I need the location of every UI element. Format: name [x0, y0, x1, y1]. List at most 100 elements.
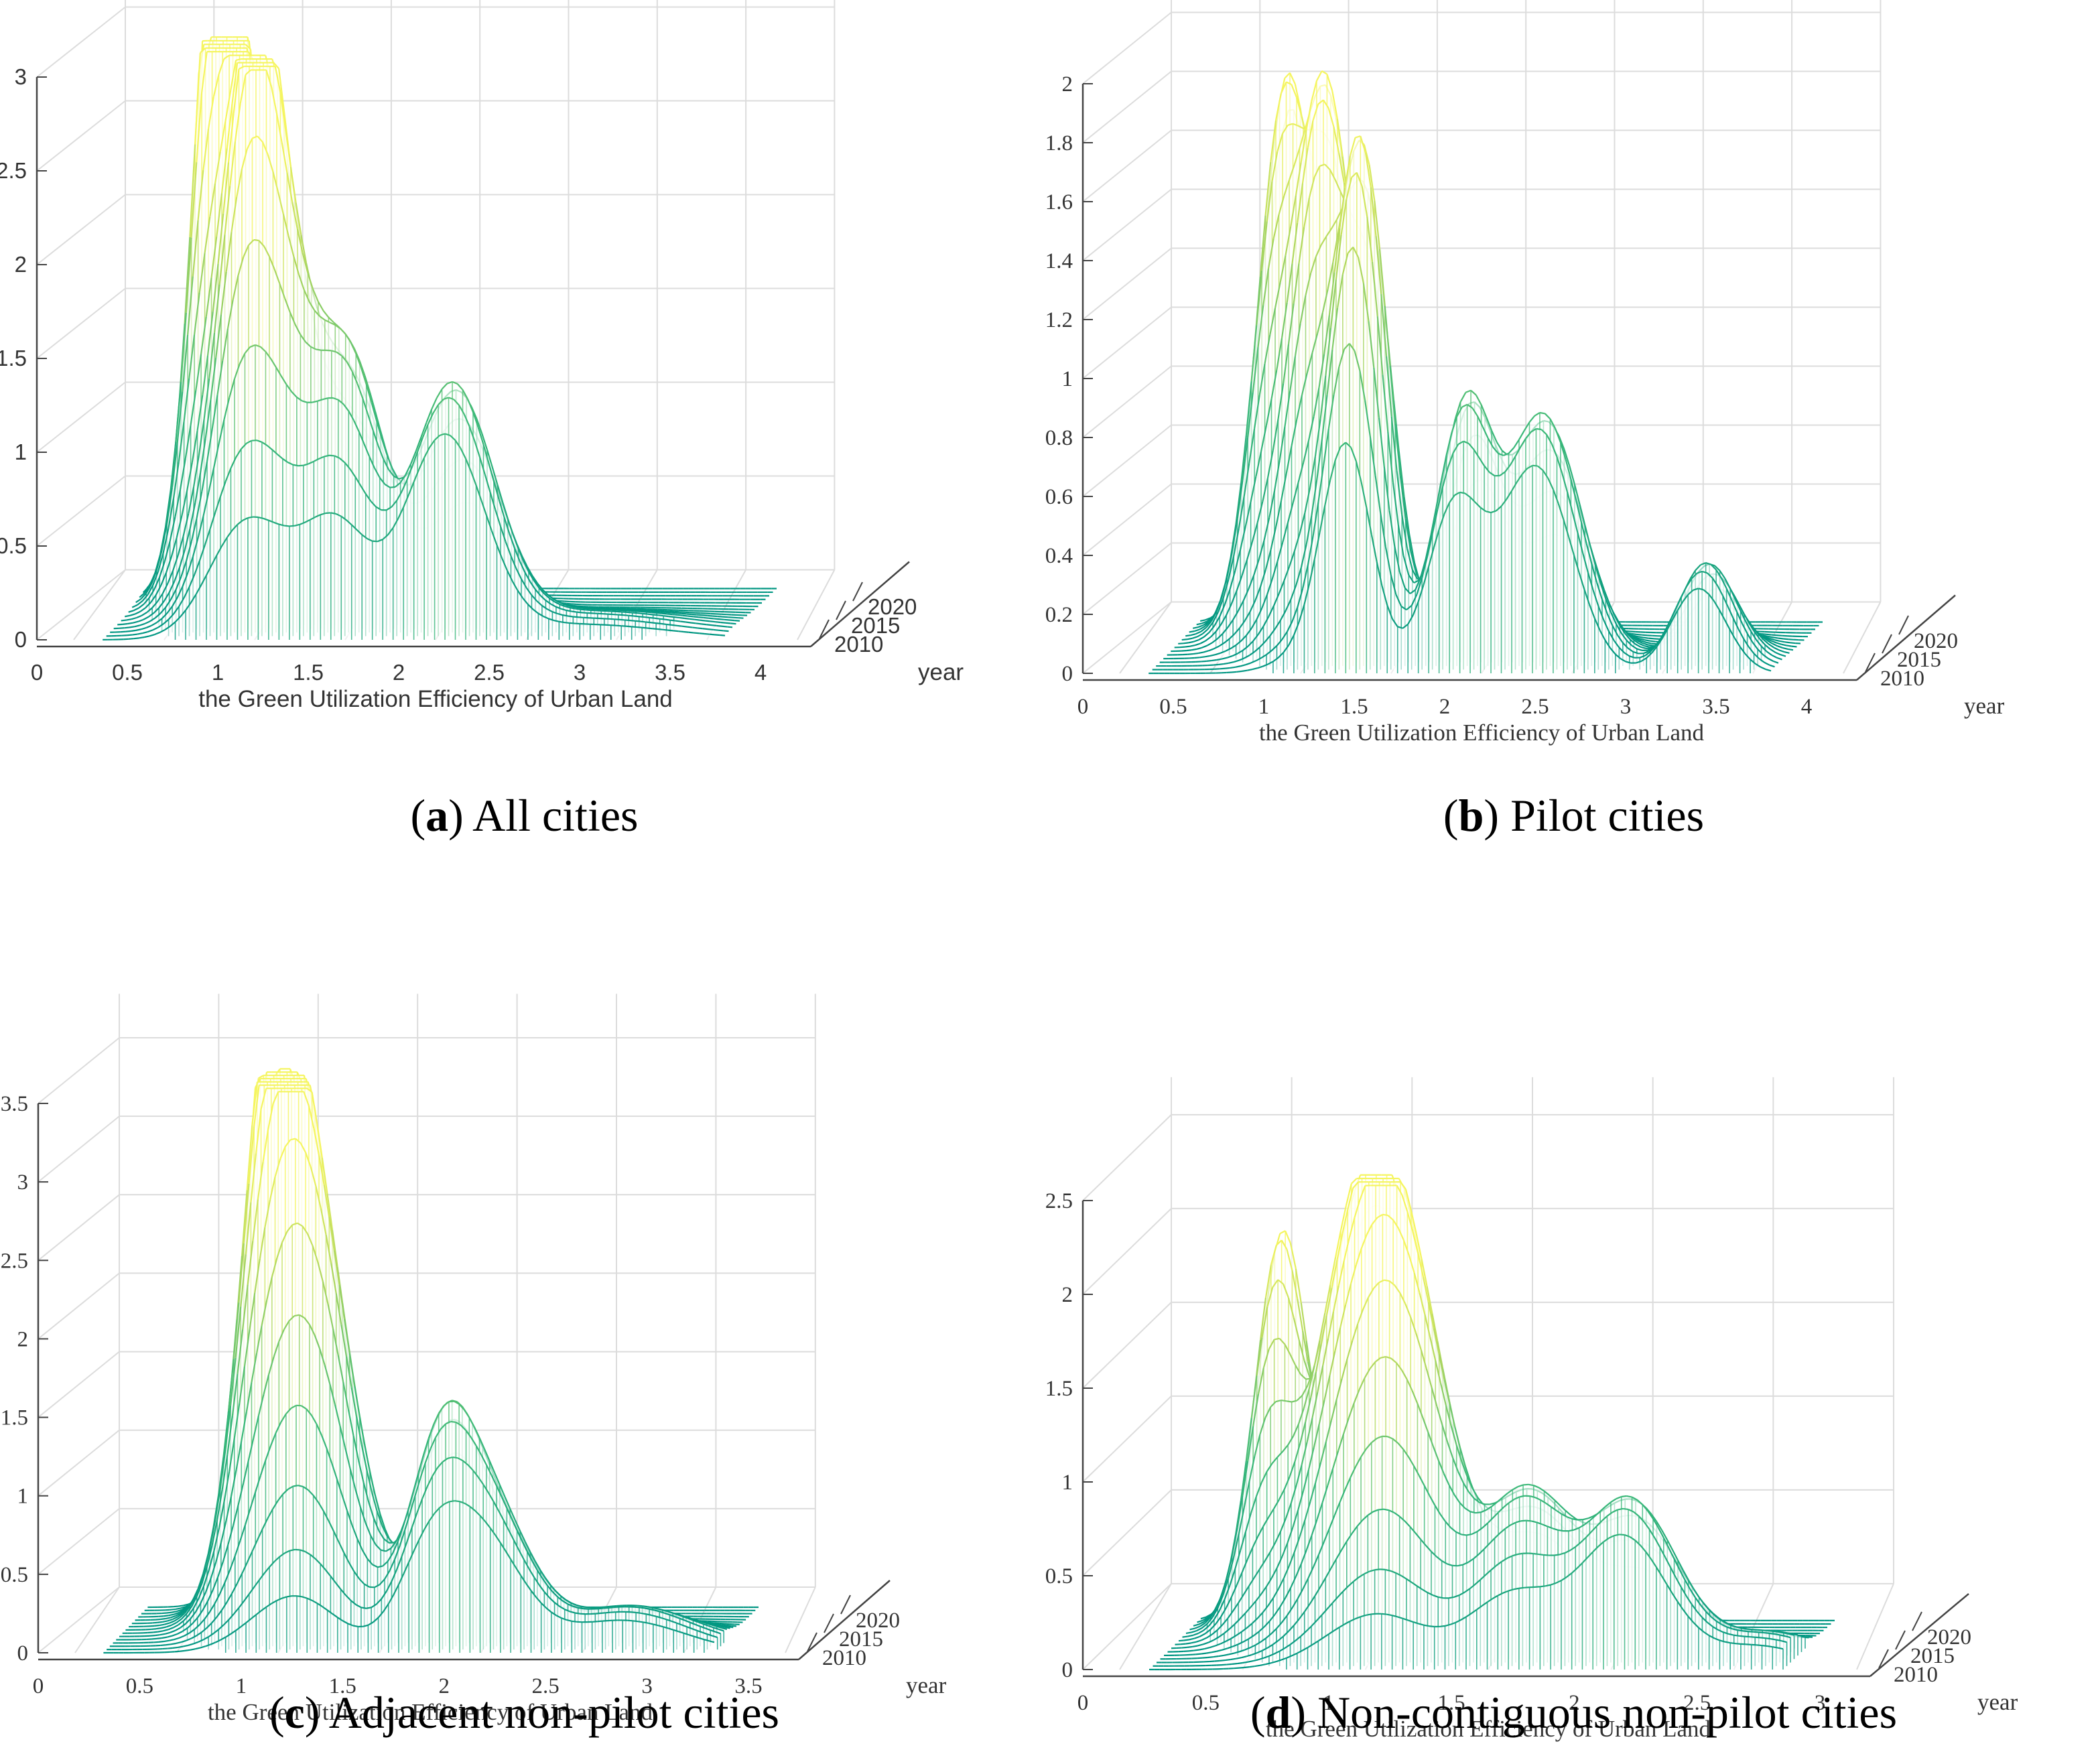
year-tick-label: 2010	[1880, 667, 1924, 691]
surface-curve	[1603, 590, 1610, 604]
year-tick	[819, 619, 830, 639]
surface-curve	[1307, 416, 1315, 442]
surface-curve	[360, 484, 367, 494]
surface-curve	[1599, 582, 1607, 599]
z-tick-label: 2	[15, 252, 27, 277]
surface-curve	[165, 599, 172, 608]
surface-curve	[1617, 634, 1624, 644]
surface-curve	[1375, 236, 1382, 295]
surface-curve	[1618, 647, 1625, 654]
surface-curve	[1331, 90, 1338, 119]
surface-curve	[396, 490, 403, 501]
surface-curve	[1440, 454, 1447, 482]
surface-curve	[1671, 610, 1679, 620]
surface-curve	[184, 236, 191, 324]
surface-curve	[1638, 642, 1645, 647]
surface-curve	[1199, 640, 1206, 644]
surface-curve	[159, 561, 166, 578]
surface-curve	[1252, 559, 1260, 576]
surface-curve	[1646, 641, 1652, 644]
surface-curve	[1632, 634, 1639, 638]
surface-curve	[1264, 635, 1271, 642]
x-tick-label: 1.5	[1340, 695, 1368, 719]
surface-curve	[657, 628, 663, 630]
surface-curve	[1210, 630, 1217, 638]
surface-curve	[395, 482, 401, 488]
surface-curve	[1370, 187, 1377, 236]
surface-curve	[425, 409, 433, 423]
surface-curve	[1523, 421, 1530, 431]
axes: 0 0.5 1 1.5 2 2.5 3 0 0.5 1 1.5 2 2.5 3 3.5 4 the Green …	[0, 64, 964, 712]
surface-curve	[1250, 476, 1257, 502]
surface-curve	[139, 622, 145, 626]
surface-curve	[1313, 532, 1321, 559]
surface-curve	[1319, 504, 1326, 533]
surface-curve	[486, 449, 493, 468]
surface-curve	[168, 498, 175, 529]
surface-curve	[573, 616, 579, 618]
surface-curve	[1220, 650, 1226, 654]
surface-curve	[1603, 619, 1610, 632]
surface-curve	[1516, 474, 1523, 483]
surface-curve	[312, 400, 318, 403]
surface-curve	[172, 555, 179, 571]
surface-curve	[1303, 197, 1311, 228]
surface-curve	[1218, 642, 1225, 647]
surface-curve	[1421, 556, 1428, 578]
surface-curve	[143, 616, 149, 620]
side-grid-line	[38, 1037, 120, 1104]
surface-curve	[198, 545, 206, 561]
surface-curve	[364, 375, 371, 393]
z-tick-label: 0.5	[0, 533, 27, 558]
surface-curve	[190, 390, 197, 425]
surface-curve	[656, 622, 662, 625]
surface-curve	[182, 513, 190, 537]
surface-curve	[1738, 628, 1745, 639]
surface-curve	[1366, 507, 1373, 535]
side-grid-line	[38, 1194, 120, 1262]
surface-curve	[1734, 599, 1742, 612]
surface-curve	[1255, 657, 1262, 662]
axes: 0 0.2 0.4 0.6 0.8 1 1.2 1.4 1.6 1.8 2 0 0.5 1 1.5 2 2.5 3…	[1045, 72, 2005, 746]
surface-curve	[1768, 643, 1774, 649]
surface-curve	[210, 236, 218, 278]
surface-curve	[1601, 598, 1608, 614]
surface-curve	[1301, 372, 1308, 396]
surface-curve	[1250, 325, 1258, 382]
surface-curve	[1181, 638, 1187, 641]
x-tick-label: 3	[574, 660, 586, 685]
surface-curve	[1664, 618, 1672, 630]
surface-curve	[230, 60, 237, 90]
surface-curve	[651, 612, 657, 614]
surface-curve	[140, 592, 147, 600]
surface-curve	[1222, 579, 1230, 599]
surface-curve	[1270, 526, 1277, 551]
surface-curve	[1642, 642, 1648, 646]
surface-curve	[1360, 482, 1368, 508]
surface-curve	[1189, 644, 1195, 647]
surface-curve	[513, 547, 521, 561]
surface-curve	[454, 439, 462, 449]
surface-curve	[1769, 664, 1775, 668]
surface-curve	[180, 312, 187, 383]
surface-curve	[1244, 611, 1251, 622]
surface-curve	[515, 567, 522, 580]
surface-curve	[1681, 586, 1687, 598]
surface-curve	[198, 253, 206, 293]
surface-curve	[1412, 601, 1419, 616]
surface-curve	[236, 169, 243, 198]
surface-curve	[248, 239, 255, 246]
surface-curve	[151, 601, 158, 608]
surface-curve	[1575, 500, 1582, 523]
surface-curve	[555, 606, 562, 610]
surface-curve	[1274, 93, 1282, 121]
surface-curve	[157, 553, 164, 572]
surface-curve	[460, 448, 466, 459]
surface-curve	[1283, 566, 1291, 581]
surface-curve	[1496, 442, 1503, 452]
surface-curve	[568, 615, 574, 618]
surface-curve	[1400, 606, 1407, 611]
surface-curve	[1307, 120, 1314, 149]
side-grid-line	[38, 1508, 120, 1575]
caption-b-letter: b	[1458, 790, 1484, 841]
